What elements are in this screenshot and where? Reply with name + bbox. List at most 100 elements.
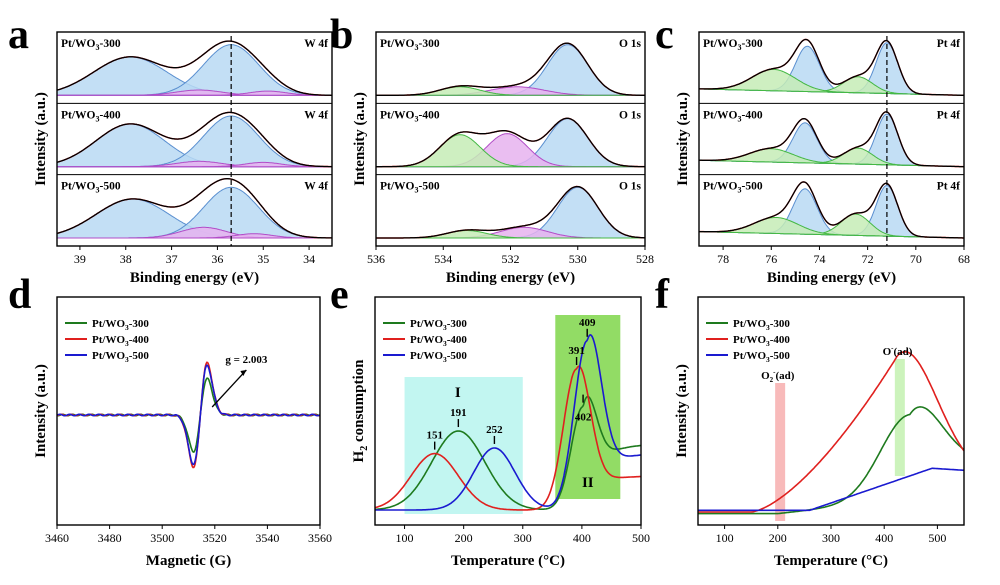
x-tick-label: 530: [569, 252, 587, 266]
component-peak: [376, 134, 645, 168]
x-tick-label: 38: [120, 252, 132, 266]
x-tick-label: 76: [765, 252, 777, 266]
sample-label: Pt/WO3-400: [61, 109, 121, 123]
component-peak: [57, 161, 332, 168]
peak-label: 151: [426, 430, 443, 442]
core-level-tag: W 4f: [304, 38, 328, 50]
x-tick-label: 3540: [255, 531, 279, 545]
x-tick-label: 400: [875, 531, 893, 545]
core-level-tag: Pt 4f: [937, 38, 960, 50]
panel-letter: b: [330, 12, 353, 58]
x-axis-label: Binding energy (eV): [130, 270, 259, 286]
fit-envelope-line: [699, 111, 965, 168]
legend-label: Pt/WO3-500: [733, 350, 790, 364]
x-axis-label: Temperature (°C): [451, 553, 565, 569]
plot-frame: [697, 296, 965, 526]
g-value-arrow: [211, 369, 247, 408]
g-value-arrowhead: [240, 370, 247, 376]
peak-label: 409: [579, 317, 596, 329]
peak-label: 402: [575, 412, 592, 424]
x-tick-label: 34: [303, 252, 315, 266]
x-axis-label: Binding energy (eV): [767, 270, 896, 286]
component-peak: [57, 90, 332, 96]
legend-label: Pt/WO3-300: [92, 318, 149, 332]
x-tick-label: 70: [910, 252, 922, 266]
tpd-series-line: [698, 406, 965, 515]
core-level-tag: O 1s: [619, 181, 642, 193]
x-tick-label: 528: [636, 252, 654, 266]
y-axis-label: Intensity (a.u.): [33, 92, 49, 186]
component-peak: [57, 233, 332, 239]
o2-region-bar: [775, 383, 786, 521]
y-axis-label: Intensity (a.u.): [675, 92, 691, 186]
x-tick-label: 534: [434, 252, 452, 266]
o2-ad-label: O2-(ad): [761, 368, 795, 384]
fit-envelope-line: [56, 178, 332, 239]
tpd-series-line: [698, 351, 965, 513]
panel-letter: f: [655, 272, 670, 318]
core-level-tag: Pt 4f: [937, 109, 960, 121]
panel-d: g = 2.003 Pt/WO3-300 Pt/WO3-400 Pt/WO3-500 3…: [33, 296, 332, 569]
fit-envelope-line: [56, 111, 332, 168]
fit-envelope-line: [699, 181, 964, 239]
tpr-series-line: [375, 395, 642, 511]
fit-envelope-line: [376, 117, 645, 168]
x-tick-label: 300: [514, 531, 532, 545]
plot-frame: [698, 31, 965, 247]
core-level-tag: W 4f: [304, 109, 328, 121]
x-tick-label: 100: [716, 531, 734, 545]
panel-letter: a: [8, 12, 29, 58]
x-tick-label: 200: [455, 531, 473, 545]
fit-envelope-line: [376, 185, 645, 239]
fit-envelope-line: [376, 42, 645, 96]
panel-c: Pt/WO3-300 Pt 4f Pt/WO3-400 Pt 4f Pt/WO3-500…: [675, 31, 970, 286]
x-tick-label: 400: [573, 531, 591, 545]
component-peak: [698, 68, 964, 96]
x-tick-label: 3500: [150, 531, 174, 545]
region-I-label: I: [455, 385, 461, 401]
plot-frame: [374, 296, 642, 526]
y-axis-label: H2 consumption: [351, 359, 370, 463]
x-tick-label: 74: [813, 252, 825, 266]
panel-a: Pt/WO3-300 W 4f Pt/WO3-400 W 4f Pt/WO3-500 W …: [33, 31, 333, 286]
sample-label: Pt/WO3-300: [380, 38, 440, 52]
legend-label: Pt/WO3-500: [410, 350, 467, 364]
x-tick-label: 200: [769, 531, 787, 545]
x-axis-label: Magnetic (G): [146, 553, 231, 569]
axes-layer: Pt/WO3-300 W 4f Pt/WO3-400 W 4f Pt/WO3-500 W …: [8, 12, 970, 569]
legend-label: Pt/WO3-500: [92, 350, 149, 364]
x-tick-label: 37: [166, 252, 178, 266]
panel-b: Pt/WO3-300 O 1s Pt/WO3-400 O 1s Pt/WO3-500 O …: [352, 31, 654, 286]
component-peak: [376, 86, 645, 96]
sample-label: Pt/WO3-400: [380, 109, 440, 123]
region-II-label: II: [582, 475, 594, 491]
sample-label: Pt/WO3-300: [703, 38, 763, 52]
g-value-annotation: g = 2.003: [225, 354, 268, 366]
sample-label: Pt/WO3-400: [703, 109, 763, 123]
peak-label: 191: [450, 407, 467, 419]
sample-label: Pt/WO3-300: [61, 38, 121, 52]
sample-label: Pt/WO3-500: [61, 181, 121, 195]
sample-label: Pt/WO3-500: [703, 181, 763, 195]
x-tick-label: 3480: [98, 531, 122, 545]
tpr-series-line: [375, 334, 642, 511]
x-tick-label: 72: [862, 252, 874, 266]
x-tick-label: 36: [211, 252, 223, 266]
component-peak: [699, 217, 964, 239]
x-tick-label: 3560: [308, 531, 332, 545]
fit-envelope-line: [56, 40, 332, 96]
x-tick-label: 3520: [203, 531, 227, 545]
x-tick-label: 39: [74, 252, 86, 266]
plot-frame: [56, 31, 333, 247]
core-level-tag: O 1s: [619, 38, 642, 50]
core-level-tag: O 1s: [619, 109, 642, 121]
plot-frame: [56, 296, 321, 526]
peak-label: 252: [486, 424, 503, 436]
peak-label: 391: [568, 345, 585, 357]
tpr-series-line: [374, 365, 641, 511]
x-tick-label: 100: [396, 531, 414, 545]
legend-label: Pt/WO3-400: [410, 334, 467, 348]
x-tick-label: 3460: [45, 531, 69, 545]
x-tick-label: 300: [822, 531, 840, 545]
